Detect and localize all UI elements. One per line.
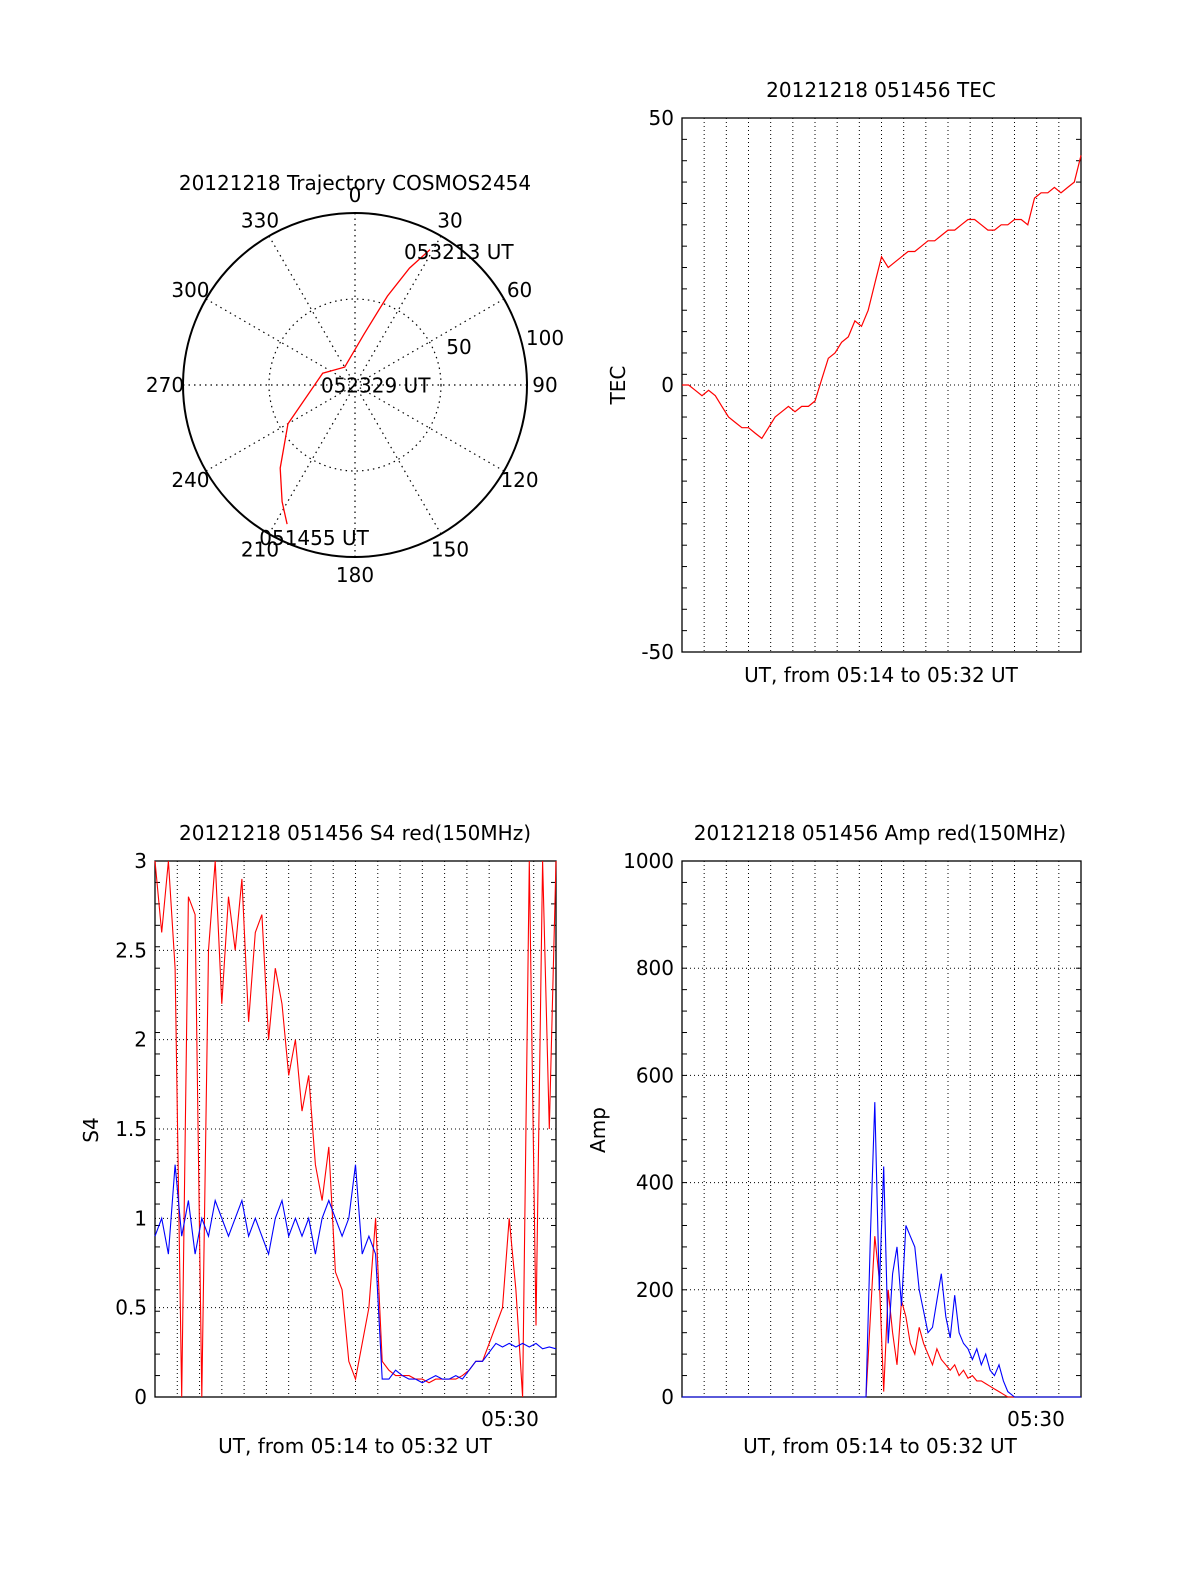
polar-angle-label: 150	[431, 538, 469, 562]
polar-angle-label: 240	[171, 468, 209, 492]
tec-series-red	[682, 155, 1082, 440]
polar-spoke	[354, 235, 442, 386]
polar-angle-label: 300	[171, 278, 209, 302]
s4-xlabel: UT, from 05:14 to 05:32 UT	[218, 1434, 493, 1458]
s4-y-ticks: 0 0.5 1 1.5 2 2.5 3	[115, 849, 147, 1409]
amp-ytick-label: 800	[636, 956, 674, 980]
polar-radial-label: 100	[526, 326, 564, 350]
s4-frame	[154, 860, 557, 1398]
polar-angle-label: 330	[241, 208, 279, 232]
s4-ylabel: S4	[79, 1117, 103, 1142]
amp-ytick-label: 200	[636, 1278, 674, 1302]
polar-spoke	[354, 384, 505, 472]
tec-ytick-label: -50	[641, 640, 674, 664]
tec-title: 20121218 051456 TEC	[766, 78, 996, 102]
s4-ytick-label: 2.5	[115, 938, 147, 962]
tec-ytick-label: 0	[661, 373, 674, 397]
tec-y-ticks: -50 0 50	[641, 106, 674, 664]
amp-ytick-label: 0	[661, 1385, 674, 1409]
amp-ytick-label: 400	[636, 1171, 674, 1195]
polar-angle-labels: 0 30 60 90 120 150 180 210 240 270 300 330	[146, 183, 558, 587]
s4-panel: 20121218 051456 S4 red(150MHz) 0 0.5 1 1.5 2…	[79, 821, 557, 1458]
polar-angle-label: 0	[349, 183, 362, 207]
polar-radial-label: 50	[446, 335, 471, 359]
trajectory-trace	[279, 249, 431, 525]
polar-annotation: 053213 UT	[404, 240, 514, 264]
polar-angle-label: 90	[532, 373, 557, 397]
s4-series-blue	[154, 1164, 557, 1384]
polar-annotation: 051455 UT	[259, 526, 369, 550]
polar-angle-label: 120	[500, 468, 538, 492]
polar-annotations: 053213 UT 052329 UT 051455 UT	[259, 240, 514, 550]
s4-series-red	[154, 860, 557, 1398]
s4-ytick-label: 0	[134, 1385, 147, 1409]
polar-angle-label: 60	[507, 278, 532, 302]
amp-ylabel: Amp	[586, 1107, 610, 1153]
polar-spoke	[354, 298, 505, 386]
s4-ytick-label: 0.5	[115, 1296, 147, 1320]
polar-ring-50	[268, 298, 442, 472]
amp-y-ticks: 0 200 400 600 800 1000	[623, 849, 674, 1409]
s4-title: 20121218 051456 S4 red(150MHz)	[179, 821, 531, 845]
polar-angle-label: 270	[146, 373, 184, 397]
tec-ytick-label: 50	[649, 106, 674, 130]
amp-grid	[682, 860, 1081, 1398]
amp-xlabel: UT, from 05:14 to 05:32 UT	[743, 1434, 1018, 1458]
tec-ylabel: TEC	[606, 366, 630, 406]
polar-spoke	[354, 384, 442, 535]
amp-series-blue	[682, 1102, 1081, 1398]
tec-panel: 20121218 051456 TEC -50 0 50 TEC UT, from …	[606, 78, 1082, 687]
amp-ytick-label: 600	[636, 1063, 674, 1087]
tec-grid	[682, 117, 1081, 653]
s4-ytick-label: 1.5	[115, 1117, 147, 1141]
polar-angle-label: 180	[336, 563, 374, 587]
polar-annotation: 052329 UT	[321, 374, 431, 398]
s4-xtick-label: 05:30	[481, 1407, 539, 1431]
amp-xtick-label: 05:30	[1007, 1407, 1065, 1431]
polar-angle-label: 30	[437, 208, 462, 232]
polar-panel: 20121218 Trajectory COSMOS2454 0 30 60 90 12…	[146, 171, 564, 587]
amp-ytick-label: 1000	[623, 849, 674, 873]
s4-ytick-label: 1	[134, 1206, 147, 1230]
polar-radial-labels: 50 100	[446, 326, 564, 359]
tec-xlabel: UT, from 05:14 to 05:32 UT	[744, 663, 1019, 687]
amp-panel: 20121218 051456 Amp red(150MHz) 0 200 400 6…	[586, 821, 1082, 1458]
s4-ytick-label: 2	[134, 1028, 147, 1052]
polar-grid	[183, 213, 527, 557]
amp-series-red	[682, 1236, 1081, 1398]
polar-spoke	[268, 235, 356, 386]
polar-angle-label: 210	[241, 538, 279, 562]
s4-ytick-label: 3	[134, 849, 147, 873]
polar-spoke	[205, 384, 356, 472]
polar-title: 20121218 Trajectory COSMOS2454	[179, 171, 531, 195]
amp-frame	[681, 860, 1082, 1398]
s4-grid	[155, 860, 556, 1398]
polar-outer-ring	[182, 212, 528, 558]
amp-title: 20121218 051456 Amp red(150MHz)	[694, 821, 1066, 845]
